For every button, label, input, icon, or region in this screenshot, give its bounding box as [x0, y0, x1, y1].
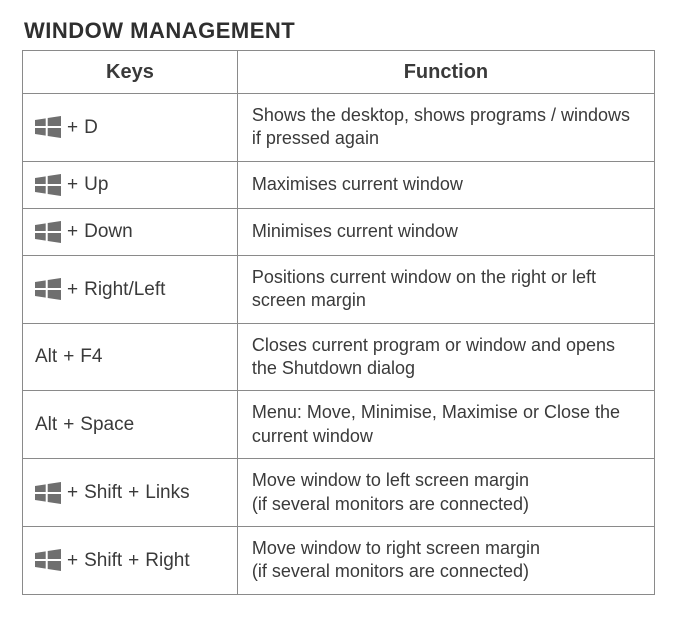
key-combo: +Up [35, 174, 227, 196]
key-text: Alt [35, 415, 57, 434]
key-separator: + [61, 222, 84, 241]
key-combo: +Shift+Links [35, 482, 227, 504]
key-text: Shift [84, 483, 122, 502]
function-cell: Minimises current window [237, 208, 654, 255]
key-text: Space [80, 415, 134, 434]
function-cell: Move window to right screen margin(if se… [237, 526, 654, 594]
key-separator: + [122, 551, 145, 570]
key-combo: Alt+Space [35, 415, 227, 434]
table-row: +Down Minimises current window [23, 208, 655, 255]
table-row: Alt+Space Menu: Move, Minimise, Maximise … [23, 391, 655, 459]
keys-cell: +Up [23, 161, 238, 208]
table-row: +D Shows the desktop, shows programs / wi… [23, 94, 655, 162]
key-text: Right/Left [84, 280, 165, 299]
windows-key-icon [35, 174, 61, 196]
function-cell: Positions current window on the right or… [237, 255, 654, 323]
keys-cell: +Right/Left [23, 255, 238, 323]
key-separator: + [61, 551, 84, 570]
header-function: Function [237, 51, 654, 94]
table-header-row: Keys Function [23, 51, 655, 94]
key-text: Alt [35, 347, 57, 366]
key-separator: + [57, 347, 80, 366]
key-combo: +D [35, 116, 227, 138]
function-cell: Maximises current window [237, 161, 654, 208]
keys-cell: +D [23, 94, 238, 162]
key-combo: Alt+F4 [35, 347, 227, 366]
key-text: F4 [80, 347, 102, 366]
key-text: Right [145, 551, 189, 570]
header-keys: Keys [23, 51, 238, 94]
table-row: +Right/Left Positions current window on t… [23, 255, 655, 323]
key-separator: + [57, 415, 80, 434]
key-separator: + [61, 118, 84, 137]
key-text: Up [84, 175, 108, 194]
key-separator: + [61, 175, 84, 194]
function-cell: Shows the desktop, shows programs / wind… [237, 94, 654, 162]
table-row: Alt+F4 Closes current program or window a… [23, 323, 655, 391]
table-row: +Up Maximises current window [23, 161, 655, 208]
keys-cell: Alt+Space [23, 391, 238, 459]
key-text: D [84, 118, 98, 137]
function-cell: Closes current program or window and ope… [237, 323, 654, 391]
windows-key-icon [35, 116, 61, 138]
key-text: Links [145, 483, 189, 502]
keys-cell: +Shift+Right [23, 526, 238, 594]
keys-cell: +Down [23, 208, 238, 255]
keys-cell: Alt+F4 [23, 323, 238, 391]
key-text: Shift [84, 551, 122, 570]
key-combo: +Shift+Right [35, 549, 227, 571]
key-separator: + [61, 280, 84, 299]
page: WINDOW MANAGEMENT Keys Function +DShows … [0, 0, 677, 617]
section-title: WINDOW MANAGEMENT [24, 18, 655, 44]
key-combo: +Down [35, 221, 227, 243]
key-combo: +Right/Left [35, 278, 227, 300]
windows-key-icon [35, 221, 61, 243]
windows-key-icon [35, 278, 61, 300]
table-row: +Shift+LinksMove window to left screen m… [23, 459, 655, 527]
key-separator: + [61, 483, 84, 502]
function-cell: Menu: Move, Minimise, Maximise or Close … [237, 391, 654, 459]
table-row: +Shift+RightMove window to right screen … [23, 526, 655, 594]
windows-key-icon [35, 482, 61, 504]
key-text: Down [84, 222, 133, 241]
key-separator: + [122, 483, 145, 502]
windows-key-icon [35, 549, 61, 571]
keys-cell: +Shift+Links [23, 459, 238, 527]
shortcuts-table: Keys Function +DShows the desktop, shows… [22, 50, 655, 595]
function-cell: Move window to left screen margin(if sev… [237, 459, 654, 527]
